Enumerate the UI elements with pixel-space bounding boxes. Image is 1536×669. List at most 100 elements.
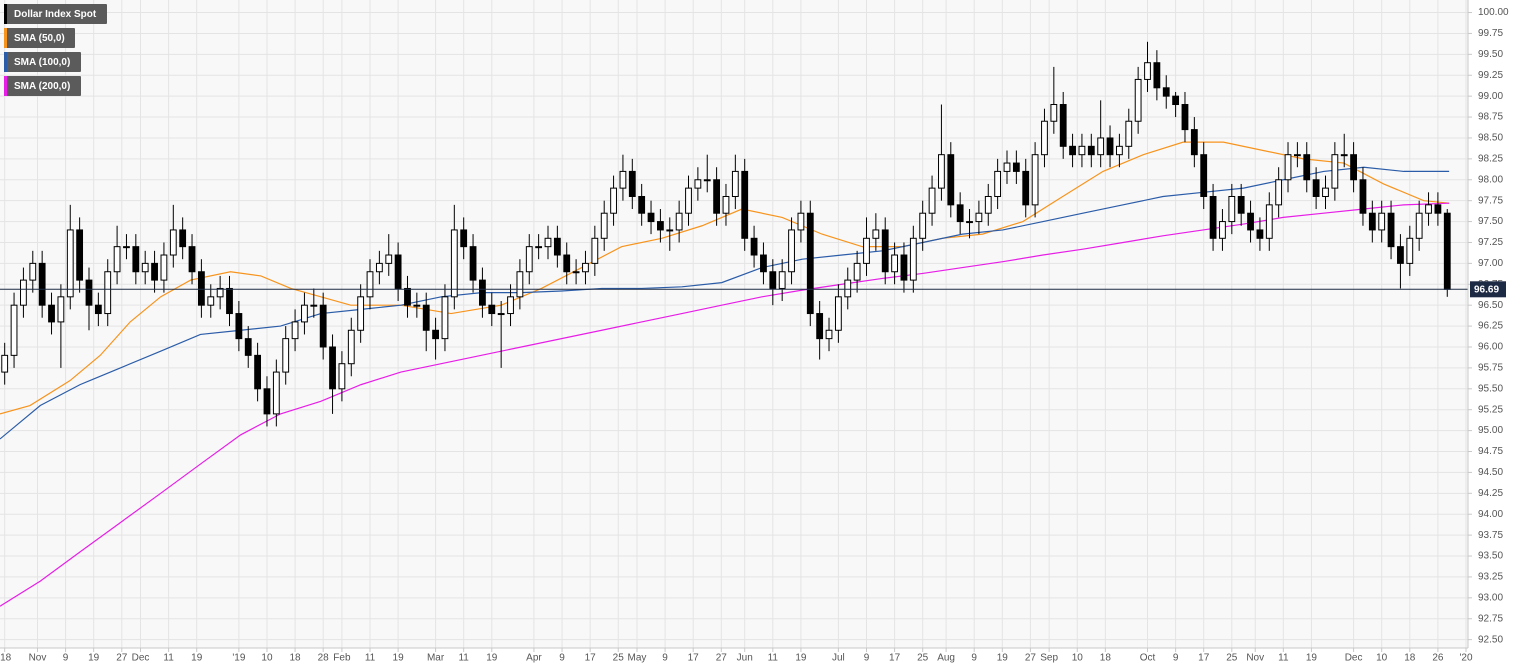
candle-body <box>450 229 458 298</box>
x-tick-label: 9 <box>63 653 69 664</box>
candle-body <box>1190 129 1198 156</box>
legend: Dollar Index Spot SMA (50,0) SMA (100,0) SM… <box>4 4 107 96</box>
candle-body <box>1331 154 1339 189</box>
candle-body <box>544 237 552 248</box>
x-tick-label: Nov <box>1246 653 1264 664</box>
candle-body <box>1293 154 1301 157</box>
candle-body <box>38 262 46 306</box>
legend-label: SMA (50,0) <box>14 33 65 44</box>
candle-body <box>432 329 439 340</box>
x-tick-label: Jun <box>737 653 753 664</box>
candle-body <box>1 354 9 373</box>
candle-body <box>1172 95 1180 106</box>
candle-body <box>619 170 627 189</box>
candle-body <box>301 304 308 323</box>
x-tick-label: Dec <box>1345 653 1363 664</box>
candle-body <box>123 246 130 249</box>
candle-body <box>778 271 786 289</box>
candle-body <box>516 271 524 298</box>
candle-body <box>329 346 336 390</box>
candle-body <box>160 254 168 281</box>
candle-body <box>1219 221 1226 239</box>
candle-body <box>1031 154 1039 206</box>
candle-body <box>1153 62 1161 89</box>
legend-swatch <box>4 28 7 48</box>
x-tick-label: 11 <box>365 653 376 664</box>
candle-body <box>1181 104 1189 131</box>
y-tick-label: 93.00 <box>1478 592 1503 603</box>
candle-body <box>600 212 608 239</box>
x-tick-label: 10 <box>261 653 273 664</box>
candle-body <box>535 246 543 249</box>
candle-body <box>338 363 346 390</box>
candle-body <box>1209 195 1217 239</box>
candle-body <box>29 262 37 281</box>
candle-body <box>834 296 842 331</box>
x-tick-label: 11 <box>163 653 174 664</box>
x-tick-label: 18 <box>1100 653 1112 664</box>
y-tick-label: 94.50 <box>1478 467 1503 478</box>
candle-body <box>1078 145 1086 156</box>
y-tick-label: 99.50 <box>1478 49 1503 60</box>
candle-body <box>816 313 824 340</box>
candle-body <box>881 229 889 273</box>
candle-body <box>347 329 355 365</box>
x-tick-label: Nov <box>29 653 47 664</box>
y-tick-label: 94.25 <box>1478 488 1503 499</box>
x-tick-label: 19 <box>997 653 1009 664</box>
candle-body <box>94 304 102 315</box>
candle-body <box>1359 179 1367 214</box>
x-tick-label: 27 <box>716 653 728 664</box>
x-tick-label: 25 <box>613 653 625 664</box>
x-tick-label: 19 <box>1306 653 1318 664</box>
candle-body <box>263 388 271 415</box>
axes: 100.00 99.75 99.50 99.25 99.00 98.75 98.50 98.2… <box>0 7 1509 663</box>
candle-body <box>375 262 383 273</box>
legend-item: SMA (200,0) <box>4 76 81 96</box>
candle-body <box>366 271 374 298</box>
y-tick-label: 93.50 <box>1478 551 1503 562</box>
y-tick-label: 95.25 <box>1478 404 1503 415</box>
candle-body <box>460 229 468 248</box>
candle-body <box>1350 154 1357 181</box>
candle-body <box>760 254 767 273</box>
y-tick-label: 99.25 <box>1478 70 1503 81</box>
candle-body <box>947 154 955 206</box>
x-tick-label: 19 <box>795 653 807 664</box>
x-tick-label: Sep <box>1040 653 1058 664</box>
legend-box <box>4 76 81 96</box>
candle-body <box>703 179 711 182</box>
candle-body <box>685 187 692 214</box>
x-tick-label: 11 <box>768 653 779 664</box>
x-tick-label: 10 <box>1376 653 1388 664</box>
candle-body <box>479 279 486 306</box>
candle-body <box>497 313 505 316</box>
candle-body <box>797 212 805 231</box>
x-tick-label: 27 <box>1025 653 1037 664</box>
x-tick-label: Dec <box>132 653 150 664</box>
candle-body <box>675 212 683 231</box>
y-tick-label: 97.50 <box>1478 216 1503 227</box>
candle-body <box>731 170 739 197</box>
y-tick-label: 92.50 <box>1478 634 1503 645</box>
candle-body <box>272 371 280 415</box>
candle-body <box>563 254 571 273</box>
x-tick-label: 17 <box>585 653 597 664</box>
candle-body <box>919 212 927 239</box>
candle-body <box>1387 212 1395 248</box>
candle-body <box>1069 145 1076 156</box>
candle-body <box>104 271 112 315</box>
candle-body <box>1125 120 1133 147</box>
x-tick-label: 18 <box>290 653 302 664</box>
candle-body <box>1003 162 1011 172</box>
candle-body <box>151 262 158 281</box>
candle-body <box>1012 162 1020 172</box>
candle-body <box>647 212 655 223</box>
candle-body <box>1200 154 1208 197</box>
x-tick-label: 9 <box>559 653 565 664</box>
candle-body <box>507 296 514 315</box>
plot-background <box>0 0 1468 648</box>
candle-body <box>20 279 27 306</box>
candle-body <box>891 254 898 273</box>
x-tick-label: 9 <box>1173 653 1179 664</box>
